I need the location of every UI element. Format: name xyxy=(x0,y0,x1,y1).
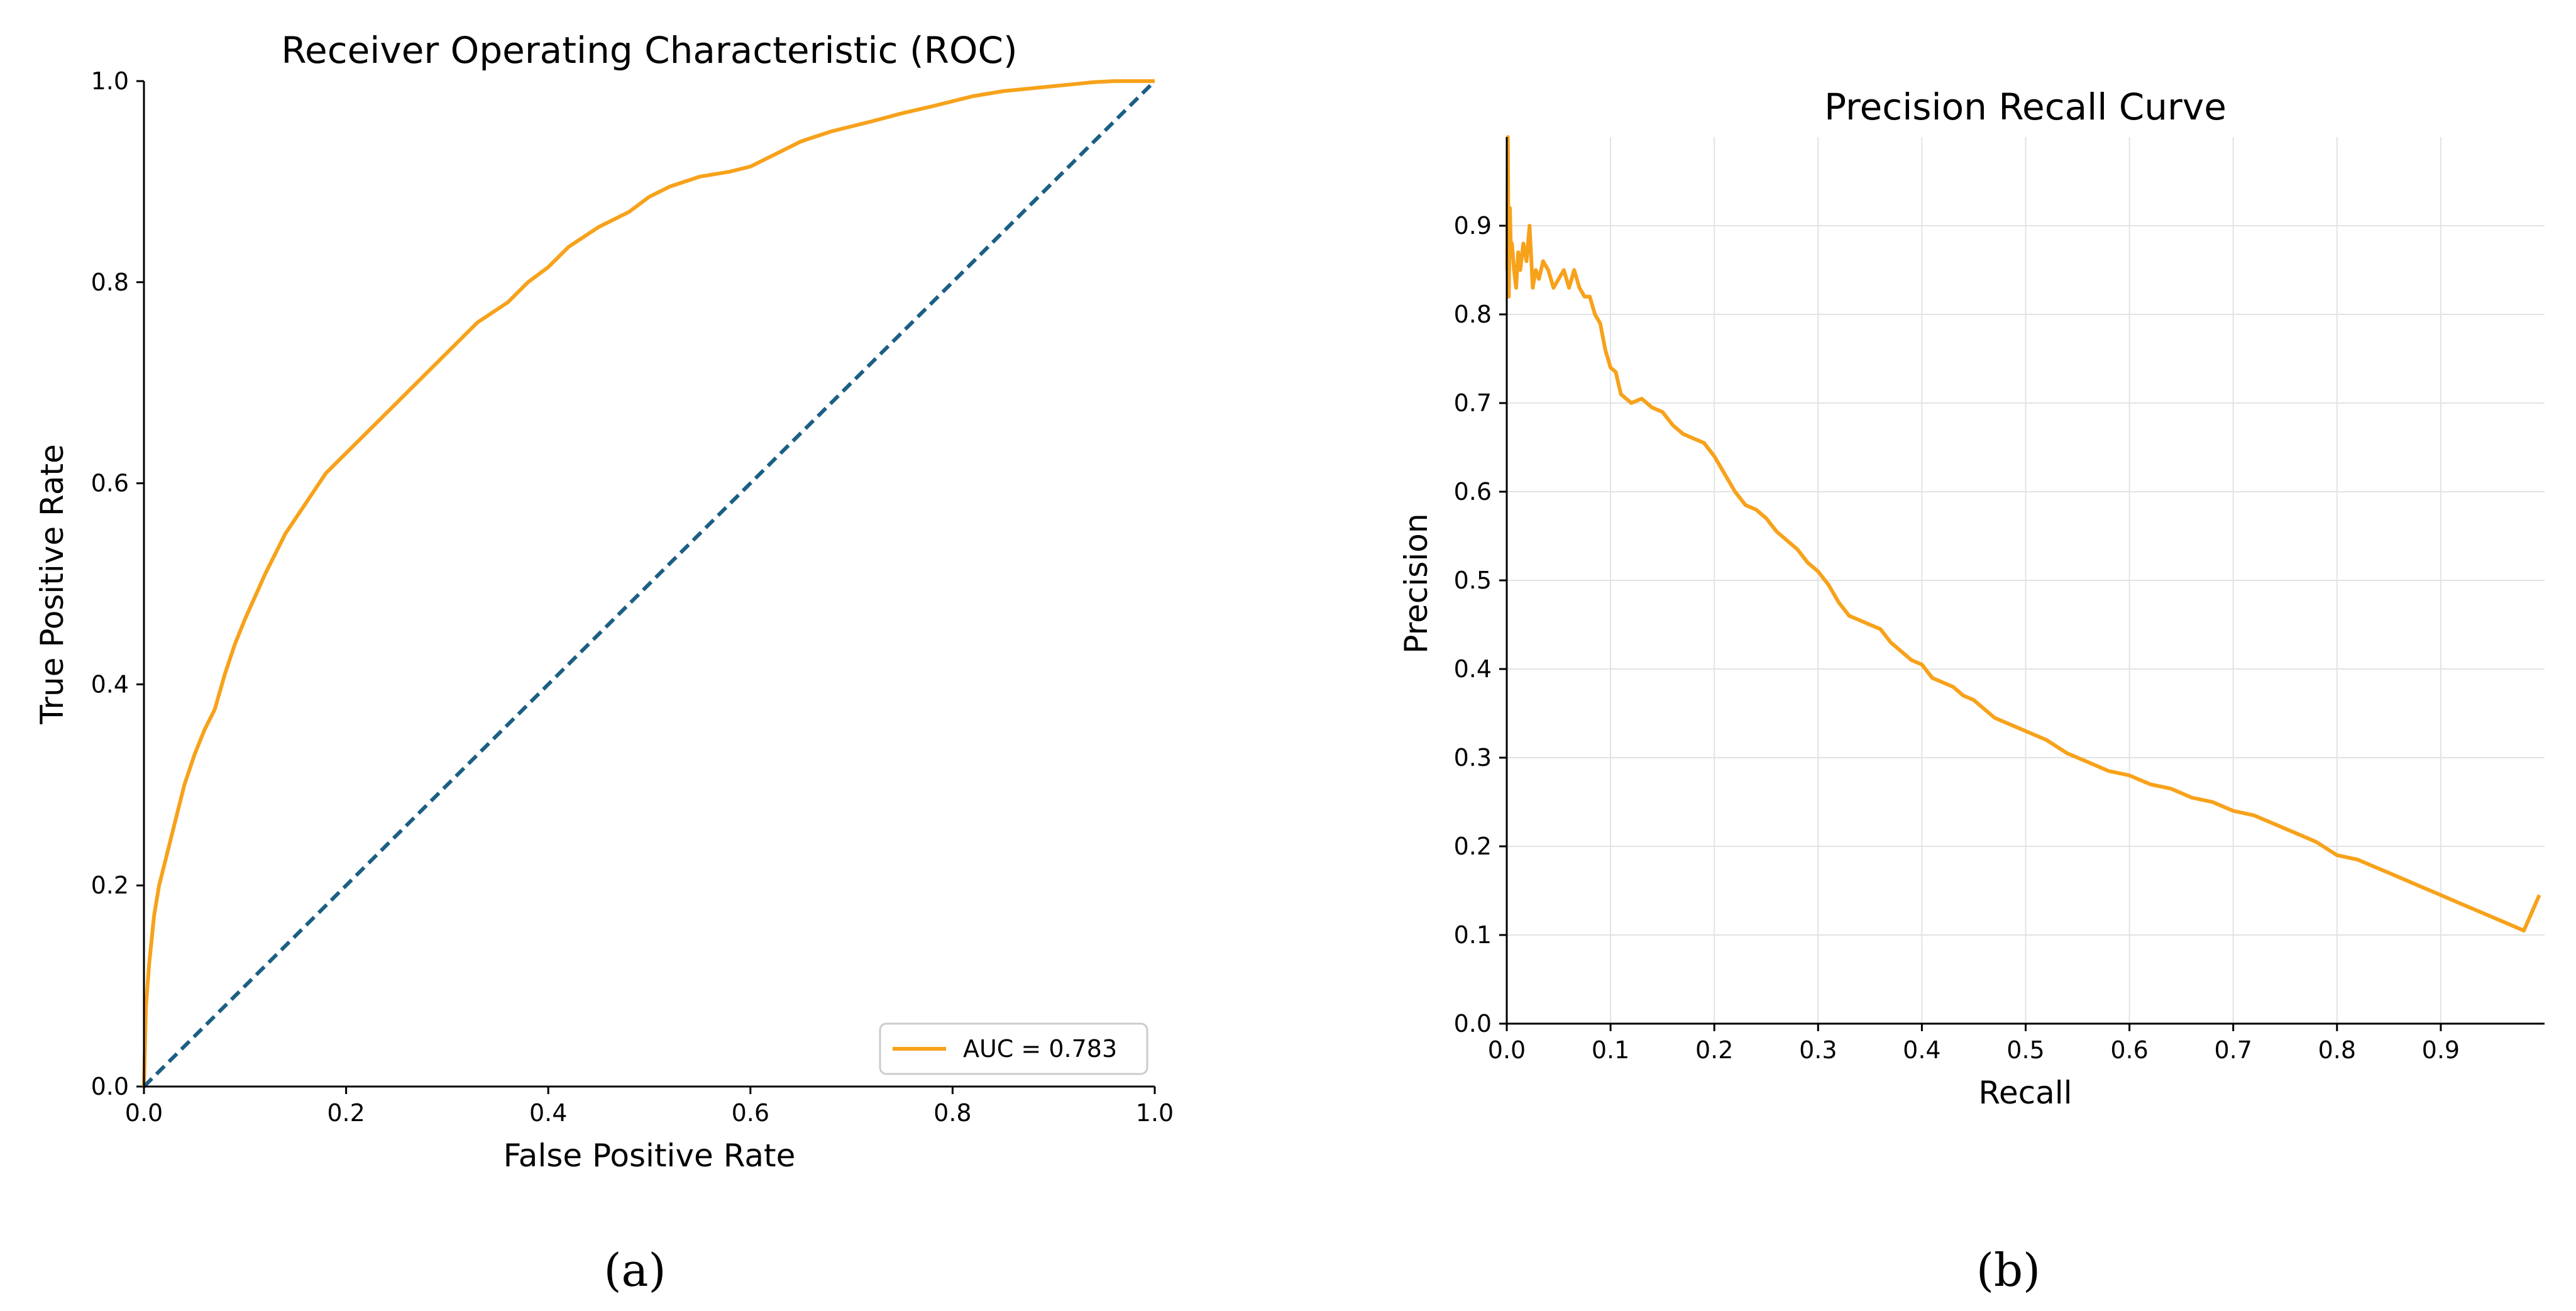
pr-x-tick-label: 0.7 xyxy=(2214,1036,2252,1064)
roc-y-axis-label: True Positive Rate xyxy=(34,444,70,724)
roc-x-axis-label: False Positive Rate xyxy=(504,1137,796,1174)
roc-legend: AUC = 0.783 xyxy=(879,1022,1148,1075)
pr-ticks: 0.0 0.1 0.2 0.3 0.4 0.5 0.6 0.7 0.8 0.9 0.0 0.1 0.2 0… xyxy=(1454,212,2460,1064)
roc-y-tick-label: 0.6 xyxy=(91,470,129,497)
roc-x-tick-label: 0.6 xyxy=(732,1099,769,1127)
pr-x-tick-label: 0.6 xyxy=(2110,1036,2148,1064)
pr-y-tick-label: 0.5 xyxy=(1454,567,1492,594)
pr-x-tick-label: 0.2 xyxy=(1695,1036,1733,1064)
pr-x-tick-label: 0.8 xyxy=(2318,1036,2356,1064)
roc-legend-label: AUC = 0.783 xyxy=(963,1035,1117,1063)
roc-title: Receiver Operating Characteristic (ROC) xyxy=(281,29,1017,72)
roc-ticks: 0.0 0.2 0.4 0.6 0.8 1.0 0.0 0.2 0.4 0.6 0.8 1.0 xyxy=(91,67,1174,1127)
roc-curve-line xyxy=(142,79,1155,1087)
pr-y-tick-label: 0.2 xyxy=(1454,833,1492,860)
pr-y-tick-label: 0.8 xyxy=(1454,301,1492,328)
roc-y-tick-label: 0.8 xyxy=(91,268,129,296)
roc-chart: Receiver Operating Characteristic (ROC) … xyxy=(34,29,1174,1297)
pr-x-axis-label: Recall xyxy=(1978,1075,2072,1111)
pr-x-tick-label: 0.1 xyxy=(1592,1036,1629,1064)
roc-y-tick-label: 0.2 xyxy=(91,871,129,899)
roc-y-tick-label: 0.4 xyxy=(91,670,129,698)
roc-y-tick-label: 1.0 xyxy=(91,67,129,95)
roc-series xyxy=(142,79,1157,1088)
pr-x-tick-label: 0.5 xyxy=(2006,1036,2044,1064)
pr-y-tick-label: 0.6 xyxy=(1454,478,1492,506)
roc-legend-box xyxy=(879,1022,1148,1075)
roc-x-tick-label: 1.0 xyxy=(1136,1099,1174,1127)
roc-x-tick-label: 0.0 xyxy=(125,1099,163,1127)
roc-y-tick-label: 0.0 xyxy=(91,1073,129,1100)
pr-chart: Precision Recall Curve 0.0 0.1 0.2 0.3 0.4 0.… xyxy=(1398,86,2545,1297)
pr-x-tick-label: 0.0 xyxy=(1488,1036,1526,1064)
pr-y-tick-label: 0.3 xyxy=(1454,744,1492,772)
pr-x-tick-label: 0.4 xyxy=(1903,1036,1940,1064)
roc-x-tick-label: 0.4 xyxy=(529,1099,567,1127)
pr-y-tick-label: 0.4 xyxy=(1454,655,1492,683)
panel-label-a: (a) xyxy=(603,1244,666,1297)
pr-y-tick-label: 0.0 xyxy=(1454,1010,1492,1037)
pr-y-tick-label: 0.7 xyxy=(1454,389,1492,417)
roc-chance-line xyxy=(142,79,1157,1088)
pr-x-tick-label: 0.9 xyxy=(2422,1036,2460,1064)
roc-x-tick-label: 0.2 xyxy=(327,1099,365,1127)
pr-grid xyxy=(1506,137,2545,1024)
pr-x-tick-label: 0.3 xyxy=(1799,1036,1837,1064)
pr-series xyxy=(1505,135,2541,932)
pr-y-tick-label: 0.9 xyxy=(1454,212,1492,240)
pr-y-axis-label: Precision xyxy=(1398,513,1434,653)
pr-curve-line xyxy=(1505,135,2541,932)
pr-y-tick-label: 0.1 xyxy=(1454,921,1492,949)
pr-title: Precision Recall Curve xyxy=(1824,86,2226,128)
roc-x-tick-label: 0.8 xyxy=(933,1099,971,1127)
panel-label-b: (b) xyxy=(1976,1244,2040,1297)
